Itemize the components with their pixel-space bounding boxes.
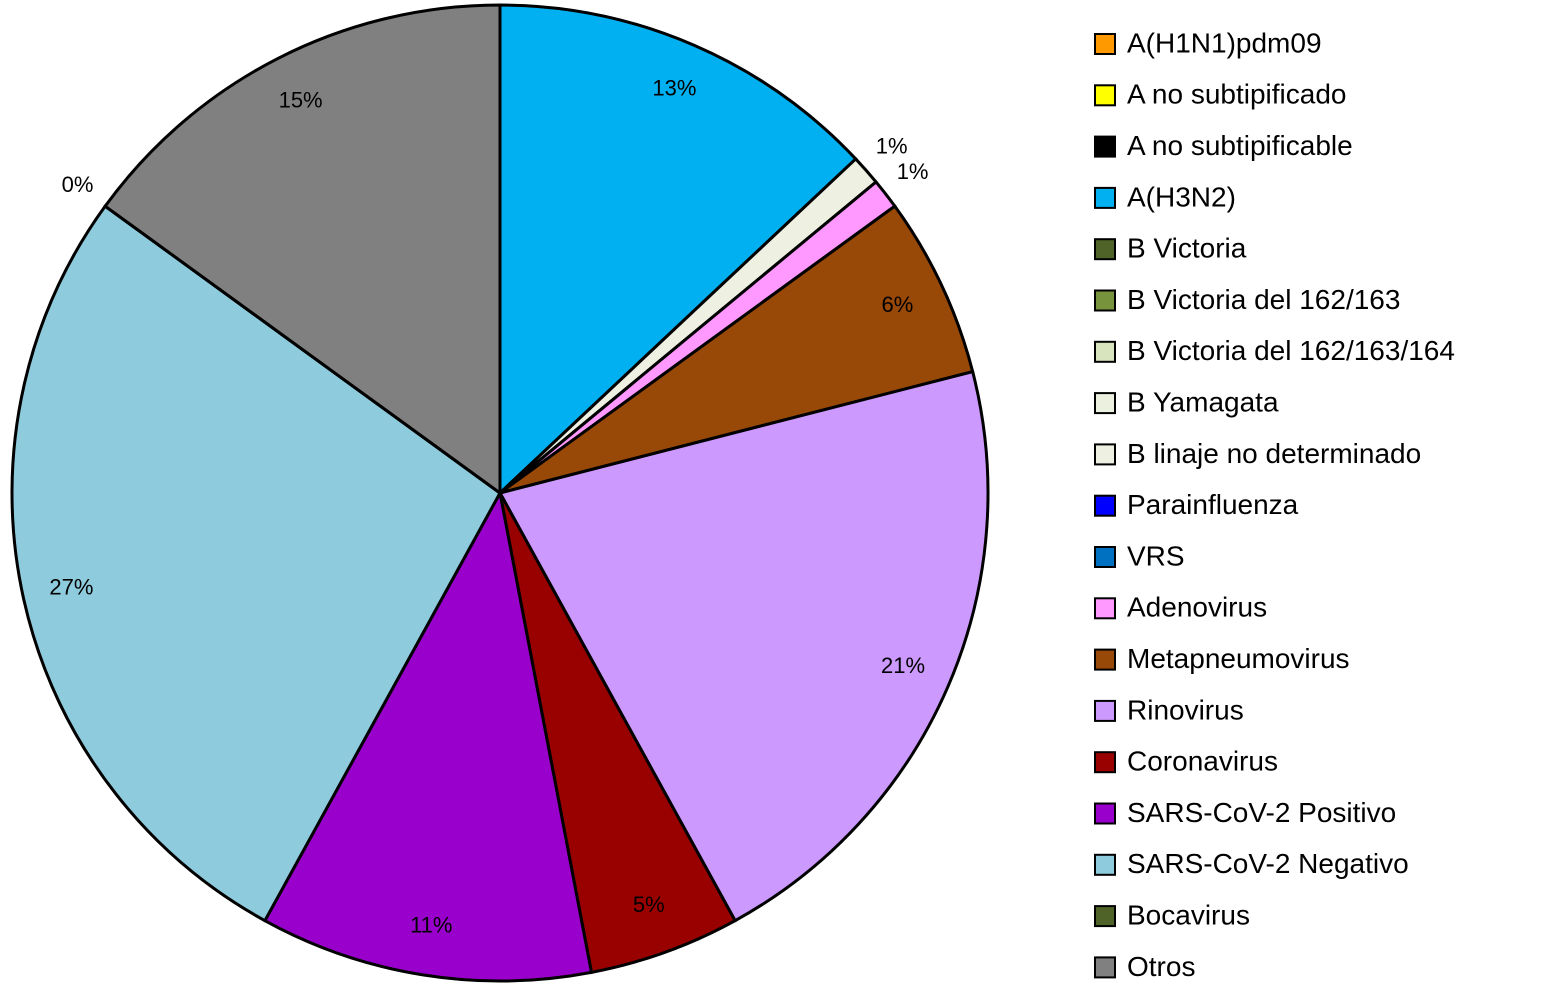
legend-swatch xyxy=(1094,597,1116,620)
legend-swatch xyxy=(1094,751,1116,774)
legend-label: A no subtipificado xyxy=(1127,79,1347,110)
legend-swatch xyxy=(1094,494,1116,517)
legend-swatch xyxy=(1094,699,1116,722)
pie-slice xyxy=(10,204,502,923)
legend-swatch xyxy=(1094,84,1116,107)
legend-label: B Victoria del 162/163/164 xyxy=(1127,335,1455,366)
data-label: 0% xyxy=(62,172,94,197)
legend-swatch xyxy=(1094,802,1116,825)
pie-slice xyxy=(498,492,738,975)
data-label: 13% xyxy=(652,76,696,101)
pie-slice xyxy=(497,369,990,923)
legend-swatch xyxy=(1094,135,1116,158)
data-label: 1% xyxy=(876,134,908,159)
pie-slice xyxy=(498,3,858,497)
legend-label: B Victoria xyxy=(1127,233,1247,264)
legend-swatch xyxy=(1094,546,1116,568)
legend-swatch xyxy=(1094,289,1116,312)
legend-swatch xyxy=(1094,340,1116,363)
legend-swatch xyxy=(1094,392,1116,415)
legend-swatch xyxy=(1094,853,1116,876)
legend-label: Coronavirus xyxy=(1127,746,1278,777)
legend-label: SARS-CoV-2 Negativo xyxy=(1127,848,1409,879)
legend-swatch xyxy=(1094,905,1116,928)
data-label: 15% xyxy=(279,87,323,112)
legend-label: VRS xyxy=(1127,540,1185,571)
legend-label: B linaje no determinado xyxy=(1127,438,1421,469)
legend-swatch xyxy=(1094,443,1116,466)
legend-label: B Yamagata xyxy=(1127,386,1279,417)
legend-label: Metapneumovirus xyxy=(1127,643,1350,674)
legend-label: Otros xyxy=(1127,951,1195,982)
legend-swatch xyxy=(1094,33,1116,55)
data-label: 6% xyxy=(882,292,914,317)
legend-label: SARS-CoV-2 Positivo xyxy=(1127,797,1396,828)
legend-label: A(H1N1)pdm09 xyxy=(1127,27,1322,58)
legend-label: Rinovirus xyxy=(1127,694,1244,725)
data-label: 1% xyxy=(897,159,929,184)
legend-label: Bocavirus xyxy=(1127,899,1250,930)
pie-slice xyxy=(103,3,502,496)
legend-swatch xyxy=(1094,238,1116,261)
data-label: 5% xyxy=(633,892,665,917)
legend-label: Parainfluenza xyxy=(1127,489,1299,520)
legend-swatch xyxy=(1094,186,1116,209)
legend-label: A no subtipificable xyxy=(1127,130,1353,161)
legend-swatch xyxy=(1094,648,1116,671)
legend-label: Adenovirus xyxy=(1127,592,1267,623)
data-label: 27% xyxy=(49,575,93,600)
legend-swatch xyxy=(1094,956,1116,979)
data-label: 21% xyxy=(881,653,925,678)
legend-label: B Victoria del 162/163 xyxy=(1127,284,1400,315)
data-label: 11% xyxy=(410,913,452,938)
pie-slice xyxy=(262,488,594,983)
pie-slice xyxy=(499,204,975,495)
legend-label: A(H3N2) xyxy=(1127,181,1236,212)
